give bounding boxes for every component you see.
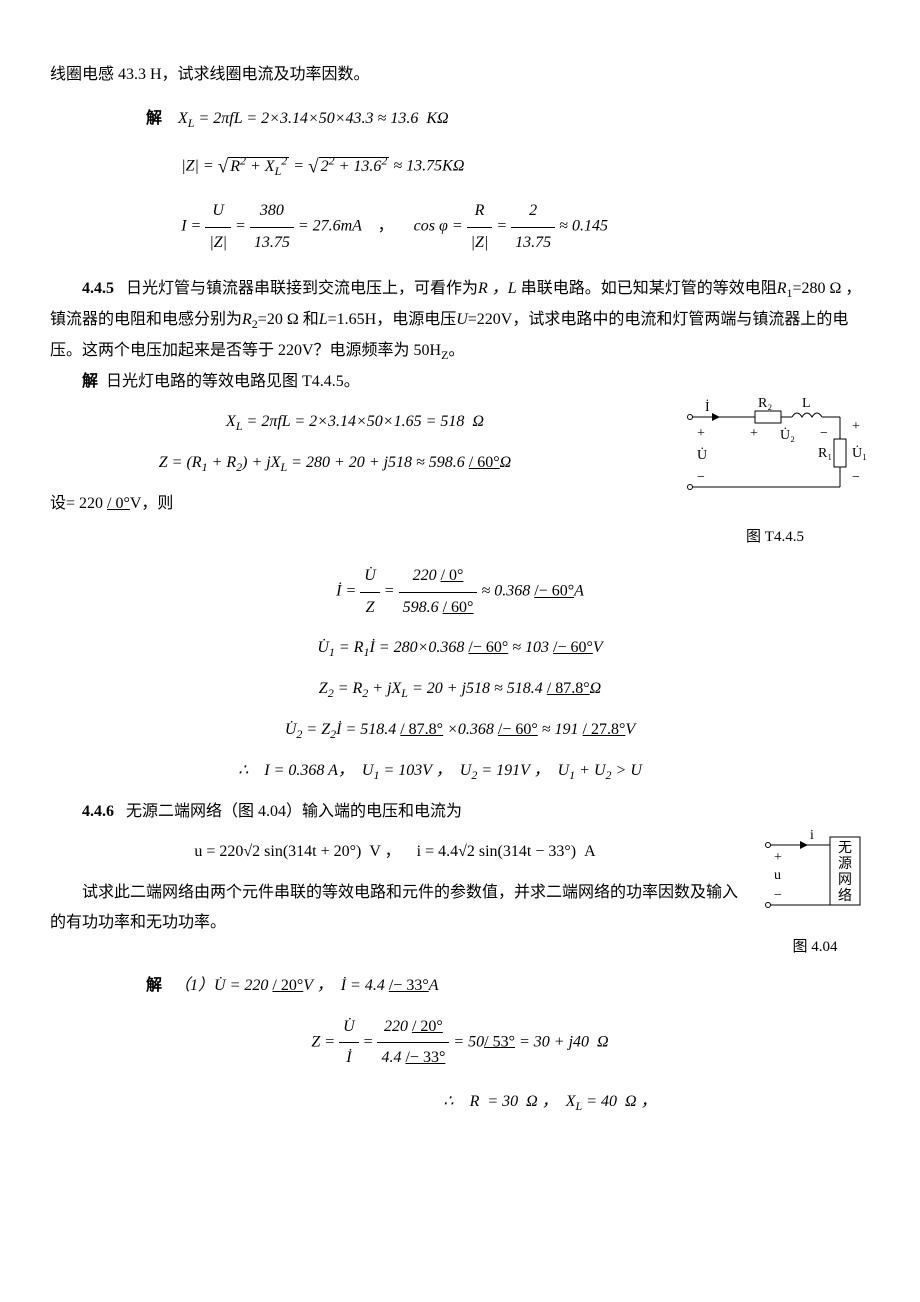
svg-text:R₁: R₁ xyxy=(818,446,832,461)
svg-text:−: − xyxy=(774,888,782,903)
figure-t445: İ R₂ L R₁ + U̇ − + U̇₂ − + U̇₁ − 图 T4.4.… xyxy=(680,397,870,551)
svg-text:−: − xyxy=(697,470,705,485)
svg-text:U̇₂: U̇₂ xyxy=(780,427,795,444)
p445-eq4: U̇1 = R1İ = 280×0.368 /− 60° ≈ 103 /− 60… xyxy=(50,633,870,664)
svg-text:+: + xyxy=(750,426,758,441)
p445-body-row: XL = 2πfL = 2×3.14×50×1.65 = 518 Ω Z = (… xyxy=(50,397,870,551)
p1-solution: 解 XL = 2πfL = 2×3.14×50×43.3 ≈ 13.6 KΩ xyxy=(146,104,870,135)
svg-text:+: + xyxy=(852,419,860,434)
svg-text:网: 网 xyxy=(838,873,852,888)
p445-statement: 4.4.5 日光灯管与镇流器串联接到交流电压上，可看作为R ，L 串联电路。如已… xyxy=(50,274,870,367)
svg-text:i: i xyxy=(810,828,814,843)
circuit-diagram-icon: İ R₂ L R₁ + U̇ − + U̇₂ − + U̇₁ − xyxy=(680,397,870,507)
svg-text:U̇₁: U̇₁ xyxy=(852,445,867,462)
section-445: 4.4.5 xyxy=(82,280,114,297)
svg-text:源: 源 xyxy=(838,856,852,872)
svg-text:U̇: U̇ xyxy=(697,447,707,464)
p446-conclusion: ∴ R = 30 Ω ， XL = 40 Ω ， xyxy=(50,1087,870,1118)
svg-text:−: − xyxy=(820,426,828,441)
p446-row: u = 220√2 sin(314t + 20°) V ， i = 4.4√2 … xyxy=(50,827,870,961)
svg-text:İ: İ xyxy=(705,399,710,415)
p1-eq2: |Z| = √R2 + XL2 = √22 + 13.62 ≈ 13.75KΩ xyxy=(181,149,870,186)
figure-404: i 无 源 网 络 + u − 图 4.04 xyxy=(760,827,870,961)
p446-eq-z: Z = U̇İ = 220 / 20°4.4 /− 33° = 50/ 53° … xyxy=(50,1012,870,1074)
p445-sol-intro: 解 日光灯电路的等效电路见图 T4.4.5。 xyxy=(50,367,870,397)
p446-ui-eq: u = 220√2 sin(314t + 20°) V ， i = 4.4√2 … xyxy=(50,837,740,867)
p445-eq6: U̇2 = Z2İ = 518.4 / 87.8° ×0.368 /− 60° … xyxy=(50,715,870,746)
svg-text:R₂: R₂ xyxy=(758,397,772,411)
svg-text:u: u xyxy=(774,868,781,883)
fig-404-caption: 图 4.04 xyxy=(760,933,870,962)
p445-eq1: XL = 2πfL = 2×3.14×50×1.65 = 518 Ω xyxy=(50,407,660,438)
p1-eq3: I = U|Z| = 38013.75 = 27.6mA ， cos φ = R… xyxy=(181,196,870,258)
solution-label: 解 xyxy=(146,110,162,127)
p446-text2: 试求此二端网络由两个元件串联的等效电路和元件的参数值，并求二端网络的功率因数及输… xyxy=(50,878,740,939)
p1-eq1: XL = 2πfL = 2×3.14×50×43.3 ≈ 13.6 KΩ xyxy=(178,110,449,127)
p445-eq5: Z2 = R2 + jXL = 20 + j518 ≈ 518.4 / 87.8… xyxy=(50,674,870,705)
p445-eq3: İ = U̇Z = 220 / 0°598.6 / 60° ≈ 0.368 /−… xyxy=(50,561,870,623)
solution-label-3: 解 xyxy=(146,977,162,994)
svg-text:−: − xyxy=(852,470,860,485)
svg-text:+: + xyxy=(774,850,782,865)
solution-label-2: 解 xyxy=(82,373,98,390)
p1-intro: 线圈电感 43.3 H，试求线圈电流及功率因数。 xyxy=(50,60,870,90)
svg-text:+: + xyxy=(697,426,705,441)
svg-text:无: 无 xyxy=(838,841,852,856)
p445-conclusion: ∴ I = 0.368 A， U1 = 103V ， U2 = 191V ， U… xyxy=(10,756,870,787)
svg-text:L: L xyxy=(802,397,811,411)
p446-statement: 4.4.6 无源二端网络（图 4.04）输入端的电压和电流为 xyxy=(50,797,870,827)
p446-sol1: 解 （1）U̇ = 220 / 20°V ， İ = 4.4 /− 33°A xyxy=(146,971,870,1001)
p445-eq2: Z = (R1 + R2) + jXL = 280 + 20 + j518 ≈ … xyxy=(10,448,660,479)
fig-t445-caption: 图 T4.4.5 xyxy=(680,523,870,552)
svg-text:络: 络 xyxy=(838,888,852,904)
section-446: 4.4.6 xyxy=(82,803,114,820)
two-port-diagram-icon: i 无 源 网 络 + u − xyxy=(760,827,870,917)
p445-set: 设= 220 / 0°V，则 xyxy=(50,489,660,519)
